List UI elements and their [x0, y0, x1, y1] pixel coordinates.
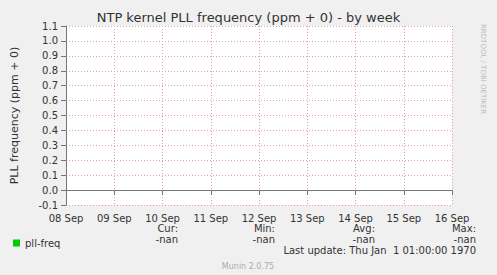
- svg-text:0.5: 0.5: [42, 110, 58, 121]
- svg-text:14 Sep: 14 Sep: [338, 213, 373, 224]
- svg-text:0.8: 0.8: [42, 65, 58, 76]
- svg-text:Min:: Min:: [254, 223, 275, 234]
- svg-text:RRDTOOL / TOBI OETIKER: RRDTOOL / TOBI OETIKER: [479, 24, 487, 114]
- svg-text:-0.1: -0.1: [38, 200, 58, 211]
- svg-text:Last update: Thu Jan 1 01:00:: Last update: Thu Jan 1 01:00:00 1970: [283, 245, 476, 256]
- svg-text:-nan: -nan: [353, 234, 375, 245]
- svg-text:Munin 2.0.75: Munin 2.0.75: [222, 262, 274, 271]
- svg-text:0.1: 0.1: [42, 170, 58, 181]
- svg-text:11 Sep: 11 Sep: [193, 213, 228, 224]
- svg-text:16 Sep: 16 Sep: [435, 213, 470, 224]
- svg-text:Max:: Max:: [452, 223, 476, 234]
- svg-text:0.0: 0.0: [42, 185, 58, 196]
- svg-text:0.3: 0.3: [42, 140, 58, 151]
- svg-text:Cur:: Cur:: [157, 223, 178, 234]
- svg-text:pll-freq: pll-freq: [25, 238, 60, 249]
- svg-text:PLL frequency (ppm + 0): PLL frequency (ppm + 0): [8, 47, 21, 185]
- svg-text:10 Sep: 10 Sep: [145, 213, 180, 224]
- svg-text:13 Sep: 13 Sep: [290, 213, 325, 224]
- svg-text:08 Sep: 08 Sep: [49, 213, 84, 224]
- svg-text:0.7: 0.7: [42, 80, 58, 91]
- svg-text:-nan: -nan: [156, 234, 178, 245]
- svg-text:-nan: -nan: [253, 234, 275, 245]
- svg-text:0.9: 0.9: [42, 50, 58, 61]
- svg-text:0.4: 0.4: [42, 125, 58, 136]
- svg-text:15 Sep: 15 Sep: [386, 213, 421, 224]
- svg-text:NTP kernel PLL frequency (ppm: NTP kernel PLL frequency (ppm + 0) - by …: [97, 10, 401, 25]
- svg-text:0.2: 0.2: [42, 155, 58, 166]
- svg-text:1.0: 1.0: [42, 35, 58, 46]
- svg-text:1.1: 1.1: [42, 21, 58, 32]
- svg-text:-nan: -nan: [454, 234, 476, 245]
- svg-text:0.6: 0.6: [42, 95, 58, 106]
- svg-text:09 Sep: 09 Sep: [97, 213, 132, 224]
- svg-text:Avg:: Avg:: [353, 223, 375, 234]
- svg-text:12 Sep: 12 Sep: [242, 213, 277, 224]
